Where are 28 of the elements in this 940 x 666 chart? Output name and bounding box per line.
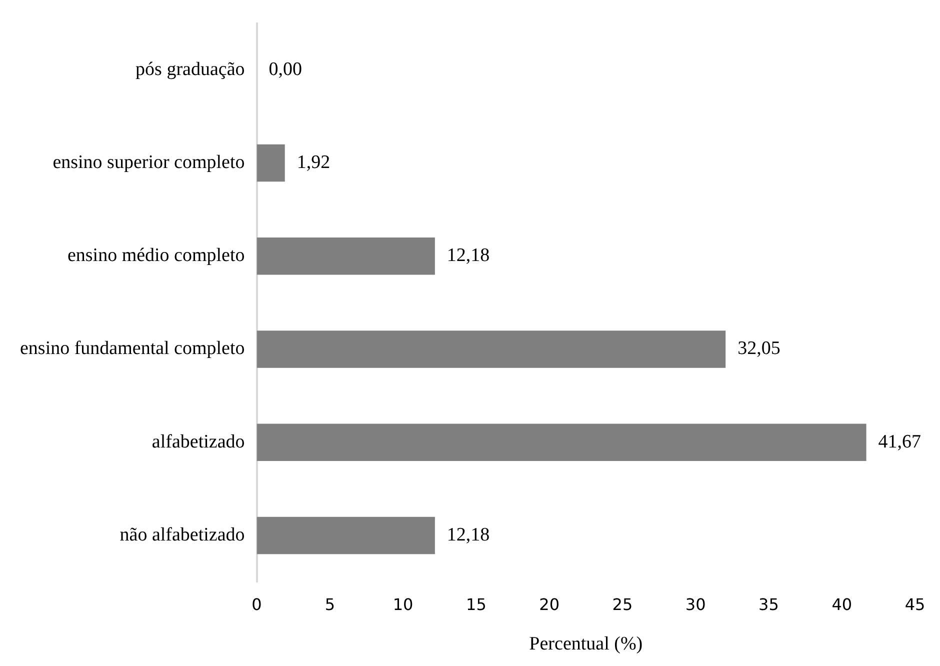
x-axis-title: Percentual (%) [529,634,643,655]
bar [256,144,285,182]
y-tick-label: ensino fundamental completo [20,338,245,360]
data-label: 12,18 [446,524,490,546]
y-tick-label: alfabetizado [152,431,245,452]
x-tick-label: 30 [685,594,706,614]
x-tick-label: 25 [612,594,633,614]
data-label: 32,05 [738,338,780,360]
x-tick-label: 45 [904,594,926,614]
data-label: 0,00 [268,58,302,80]
y-tick-label: não alfabetizado [120,524,245,546]
y-tick-label: pós graduação [136,58,245,80]
data-label: 1,92 [296,152,330,174]
bar [256,238,435,275]
x-tick-label: 20 [539,594,560,614]
x-tick-label: 10 [392,594,414,614]
data-label: 41,67 [878,431,922,452]
data-label: 12,18 [446,245,490,266]
x-tick-label: 40 [832,594,852,614]
y-tick-label: ensino superior completo [52,152,245,174]
bar [256,330,726,368]
bar [256,516,435,554]
x-tick-label: 35 [758,594,779,614]
x-tick-label: 5 [324,594,335,614]
y-tick-label: ensino médio completo [67,245,245,266]
x-tick-label: 0 [252,594,262,614]
bar [256,424,866,461]
x-tick-label: 15 [466,594,486,614]
